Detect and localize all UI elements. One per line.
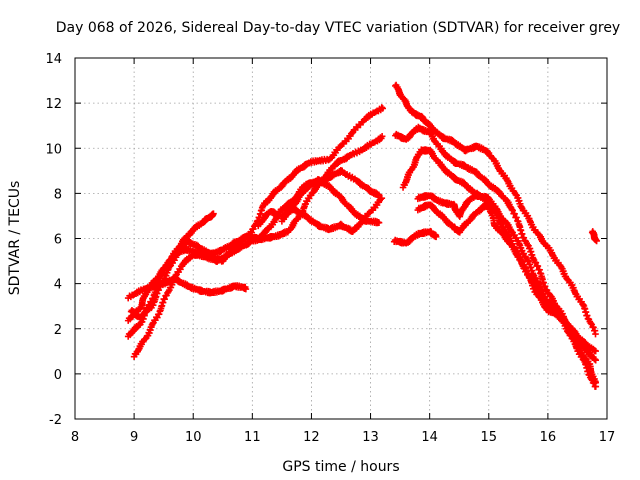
- data-point: [524, 257, 531, 265]
- data-series-track-1: [124, 275, 250, 302]
- y-axis-ticks: -2 0 2 4 6 8 10 12 14: [45, 52, 607, 428]
- y-tick-label: 4: [54, 278, 62, 293]
- data-series-track-5: [130, 133, 386, 361]
- data-point: [511, 210, 518, 218]
- data-series-track-12: [414, 200, 600, 387]
- data-series-track-8: [392, 81, 599, 338]
- data-point: [378, 133, 386, 140]
- chart-title: Day 068 of 2026, Sidereal Day-to-day VTE…: [56, 20, 620, 36]
- x-tick-label: 9: [130, 430, 138, 445]
- data-point: [154, 314, 161, 321]
- x-tick-label: 13: [362, 430, 379, 445]
- data-point: [378, 104, 386, 111]
- data-points: [124, 81, 600, 390]
- data-point: [508, 206, 516, 213]
- y-tick-label: 10: [45, 142, 62, 157]
- data-point: [532, 259, 540, 266]
- x-tick-label: 11: [244, 430, 261, 445]
- data-point: [379, 105, 387, 112]
- data-point: [592, 379, 600, 387]
- data-point: [378, 194, 386, 202]
- y-tick-label: 12: [45, 97, 62, 112]
- data-point: [509, 207, 516, 214]
- data-point: [432, 233, 440, 241]
- x-tick-label: 14: [421, 430, 438, 445]
- data-point: [242, 285, 250, 293]
- y-tick-label: 2: [54, 323, 62, 338]
- data-point: [524, 241, 531, 249]
- x-tick-label: 17: [599, 430, 616, 445]
- data-series-track-13: [390, 227, 440, 247]
- data-point: [513, 214, 520, 221]
- y-axis-label: SDTVAR / TECUs: [7, 181, 23, 296]
- data-point: [210, 210, 217, 217]
- grid: [75, 58, 607, 419]
- x-tick-label: 10: [185, 430, 202, 445]
- data-point: [593, 237, 600, 245]
- data-point: [377, 195, 384, 203]
- data-point: [534, 262, 542, 270]
- y-tick-label: 6: [54, 233, 62, 248]
- data-point: [587, 319, 595, 327]
- y-tick-label: -2: [49, 413, 62, 428]
- data-series-track-10: [399, 146, 600, 355]
- y-tick-label: 14: [45, 52, 62, 67]
- x-tick-label: 12: [303, 430, 320, 445]
- data-point: [592, 347, 600, 355]
- data-series-track-3: [124, 104, 387, 340]
- data-point: [161, 295, 168, 303]
- x-tick-label: 16: [540, 430, 557, 445]
- y-tick-label: 8: [54, 187, 62, 202]
- x-axis-label: GPS time / hours: [282, 459, 399, 475]
- data-point: [592, 356, 600, 364]
- x-tick-label: 8: [71, 430, 79, 445]
- data-series-track-7: [278, 176, 383, 227]
- data-point: [375, 219, 383, 227]
- data-point: [592, 330, 599, 338]
- data-point: [155, 286, 163, 294]
- x-tick-label: 15: [481, 430, 498, 445]
- data-series-track-14: [588, 228, 600, 245]
- x-axis-ticks: 8 9 10 11 12 13 14 15 16 17: [71, 58, 615, 445]
- y-tick-label: 0: [54, 368, 62, 383]
- data-series-track-6: [254, 194, 386, 236]
